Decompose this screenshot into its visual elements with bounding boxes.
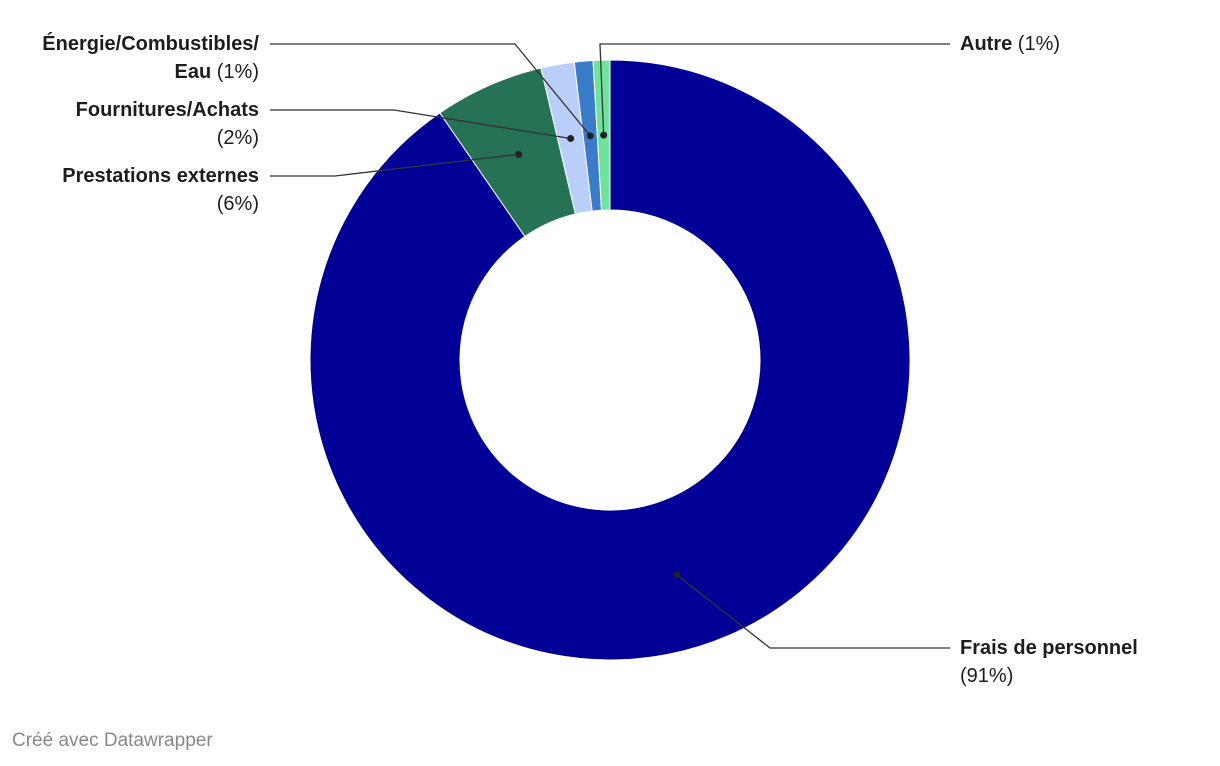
- label-frais-pct: (91%): [960, 665, 1014, 687]
- label-fournitures-name: Fournitures/Achats: [75, 99, 259, 121]
- label-autre-name: Autre: [960, 33, 1013, 55]
- label-energie-line2: Eau: [174, 61, 212, 83]
- label-energie-line1: Énergie/Combustibles/: [42, 33, 259, 55]
- label-autre-pct: (1%): [1017, 33, 1061, 55]
- label-energie: Énergie/Combustibles/ Eau (1%): [42, 30, 259, 86]
- label-fournitures-pct: (2%): [216, 127, 259, 149]
- leader-dot-fournitures-achats: [567, 134, 575, 142]
- slice-frais-de-personnel: [309, 59, 911, 661]
- leader-line-prestations-externes: [270, 153, 519, 177]
- leader-line-energie-combustibles-eau: [270, 43, 591, 137]
- leader-dot-autre: [600, 131, 608, 139]
- leader-line-fournitures-achats: [270, 109, 571, 140]
- credit-text: Créé avec Datawrapper: [12, 730, 213, 751]
- label-prestations-pct: (6%): [216, 193, 259, 215]
- leader-line-autre: [599, 43, 950, 136]
- label-frais-name: Frais de personnel: [960, 637, 1138, 659]
- leader-line-frais-de-personnel: [676, 574, 950, 649]
- leader-dot-energie-combustibles-eau: [586, 132, 594, 140]
- leader-dot-frais-de-personnel: [673, 571, 681, 579]
- label-frais: Frais de personnel (91%): [960, 634, 1138, 690]
- label-autre: Autre (1%): [960, 30, 1060, 58]
- leader-dot-prestations-externes: [515, 150, 523, 158]
- label-prestations-name: Prestations externes: [62, 165, 259, 187]
- label-energie-pct: (1%): [216, 61, 259, 83]
- label-fournitures: Fournitures/Achats (2%): [76, 96, 259, 152]
- label-prestations: Prestations externes (6%): [62, 162, 259, 218]
